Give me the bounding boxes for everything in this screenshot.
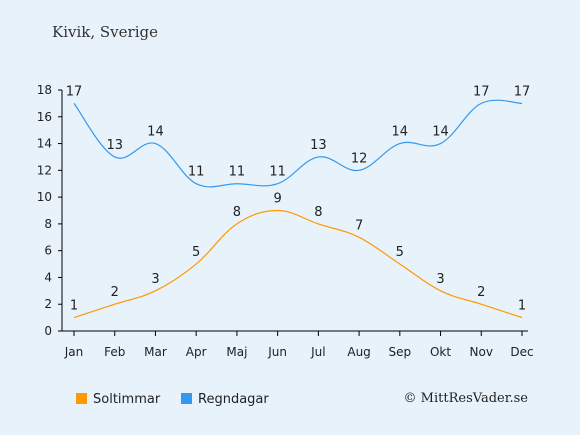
data-label-soltimmar: 8 [314,205,322,220]
y-tick-label: 8 [44,217,52,231]
x-tick-label: Jan [64,345,84,359]
x-tick-label: Apr [186,345,207,359]
data-label-regndagar: 14 [432,125,449,140]
data-label-soltimmar: 5 [192,245,200,260]
data-label-soltimmar: 1 [518,299,526,314]
x-tick-label: Jun [267,345,287,359]
data-label-soltimmar: 2 [477,285,485,300]
series-line-regndagar [73,99,523,188]
data-label-regndagar: 17 [473,84,490,99]
data-label-regndagar: 14 [147,125,164,140]
data-label-regndagar: 17 [66,84,83,99]
x-tick-label: Okt [430,345,451,359]
data-label-regndagar: 14 [392,125,409,140]
legend-swatch-soltimmar [76,393,87,404]
x-tick-label: Maj [226,345,247,359]
data-label-soltimmar: 8 [233,205,241,220]
data-label-regndagar: 12 [351,151,368,166]
legend-label-soltimmar: Soltimmar [93,392,161,407]
y-tick-label: 0 [44,324,52,338]
x-tick-label: Mar [144,345,167,359]
data-label-soltimmar: 9 [273,192,281,207]
legend-swatch-regndagar [181,393,192,404]
data-label-soltimmar: 1 [70,299,78,314]
x-tick-label: Feb [104,345,125,359]
data-label-regndagar: 17 [514,84,531,99]
x-tick-label: Sep [389,345,412,359]
data-label-soltimmar: 2 [111,285,119,300]
series-line-soltimmar [73,209,523,319]
data-label-regndagar: 11 [188,165,205,180]
data-label-regndagar: 13 [106,138,123,153]
data-label-regndagar: 11 [229,165,246,180]
data-label-soltimmar: 7 [355,218,363,233]
x-tick-label: Aug [347,345,370,359]
credit-text: © MittResVader.se [404,391,529,406]
y-tick-label: 10 [37,190,52,204]
chart-title: Kivik, Sverige [52,23,158,41]
y-tick-label: 18 [37,83,52,97]
x-tick-label: Jul [310,345,325,359]
data-label-regndagar: 11 [269,165,286,180]
y-tick-label: 2 [44,297,52,311]
y-tick-label: 16 [37,110,52,124]
data-label-soltimmar: 3 [436,272,444,287]
chart-legend: Soltimmar Regndagar [76,392,269,407]
y-tick-label: 12 [37,163,52,177]
legend-label-regndagar: Regndagar [198,392,269,407]
data-label-soltimmar: 3 [151,272,159,287]
data-label-regndagar: 13 [310,138,327,153]
x-tick-label: Nov [470,345,493,359]
y-tick-label: 4 [44,270,52,284]
y-tick-label: 14 [37,137,52,151]
chart-series-lines [73,99,523,319]
x-tick-label: Dec [510,345,533,359]
y-tick-label: 6 [44,244,52,258]
data-label-soltimmar: 5 [396,245,404,260]
